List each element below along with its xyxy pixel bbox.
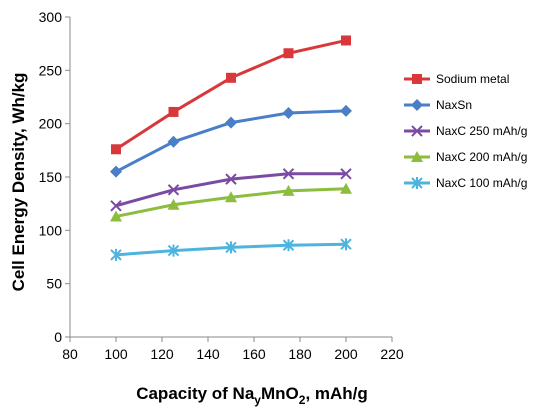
- series-3: [110, 182, 352, 222]
- y-tick-label: 50: [46, 276, 62, 292]
- data-point: [225, 116, 237, 129]
- data-point: [225, 173, 237, 185]
- data-point: [167, 135, 180, 148]
- data-point: [167, 244, 180, 257]
- legend-entry: Sodium metal: [404, 72, 509, 86]
- data-point: [167, 198, 180, 210]
- legend-label: NaxC 250 mAh/g: [436, 124, 527, 138]
- data-point: [167, 184, 180, 196]
- series-1: [110, 104, 352, 178]
- data-point: [282, 168, 295, 180]
- data-point: [225, 241, 237, 254]
- data-point: [110, 210, 122, 222]
- x-tick-label: 200: [334, 346, 358, 362]
- legend-label: Sodium metal: [436, 72, 509, 86]
- data-point: [340, 104, 352, 117]
- data-point: [226, 72, 236, 83]
- data-point: [340, 182, 352, 194]
- data-point: [282, 239, 295, 252]
- x-axis-title-tail: , mAh/g: [305, 384, 367, 403]
- legend-marker: [411, 151, 423, 162]
- y-tick-label: 100: [39, 222, 63, 238]
- y-tick-label: 200: [39, 116, 63, 132]
- data-point: [110, 200, 122, 212]
- x-axis-title-sub2: 2: [299, 393, 306, 407]
- x-tick-label: 180: [288, 346, 312, 362]
- x-tick-label: 100: [104, 346, 128, 362]
- x-axis-title-sub1: y: [254, 393, 261, 407]
- series-4: [110, 238, 352, 261]
- y-axis-title: Cell Energy Density, Wh/kg: [9, 73, 28, 292]
- legend-entry: NaxC 200 mAh/g: [404, 150, 527, 164]
- x-tick-label: 160: [242, 346, 266, 362]
- x-tick-label: 120: [150, 346, 174, 362]
- legend-marker: [412, 74, 422, 84]
- series-line: [115, 39, 347, 151]
- data-point: [110, 248, 122, 261]
- legend-label: NaxC 200 mAh/g: [436, 150, 527, 164]
- data-point: [282, 184, 295, 196]
- legend-marker: [411, 177, 423, 189]
- data-point: [168, 106, 179, 117]
- data-point: [341, 35, 351, 46]
- legend-label: NaxC 100 mAh/g: [436, 176, 527, 190]
- data-point: [340, 238, 352, 251]
- data-point: [340, 168, 352, 180]
- y-tick-label: 300: [39, 9, 63, 25]
- x-axis-title-mid: MnO: [261, 384, 299, 403]
- legend: Sodium metal NaxSn NaxC 250 mAh/g NaxC 200 …: [404, 72, 527, 190]
- x-tick-label: 220: [380, 346, 404, 362]
- data-point: [110, 165, 122, 178]
- series-layer: [110, 35, 352, 261]
- legend-entry: NaxC 250 mAh/g: [404, 124, 527, 138]
- data-point: [282, 107, 295, 119]
- data-point: [225, 191, 237, 203]
- y-tick-label: 250: [39, 62, 63, 78]
- legend-marker: [411, 125, 423, 137]
- data-point: [111, 144, 121, 155]
- series-2: [110, 168, 352, 212]
- axes: 0 50 100 150 200 250 300 80 100 120 140 160 180 200 22…: [39, 9, 404, 362]
- series-0: [111, 35, 351, 155]
- x-axis-title: Capacity of NayMnO2, mAh/g: [136, 384, 368, 407]
- legend-label: NaxSn: [436, 98, 472, 112]
- legend-entry: NaxC 100 mAh/g: [404, 176, 527, 190]
- x-axis-title-main: Capacity of Na: [136, 384, 255, 403]
- legend-entry: NaxSn: [404, 98, 472, 112]
- legend-marker: [411, 99, 423, 111]
- x-tick-label: 80: [62, 346, 78, 362]
- y-tick-label: 150: [39, 169, 63, 185]
- y-tick-label: 0: [54, 329, 62, 345]
- x-tick-label: 140: [196, 346, 220, 362]
- data-point: [283, 48, 294, 59]
